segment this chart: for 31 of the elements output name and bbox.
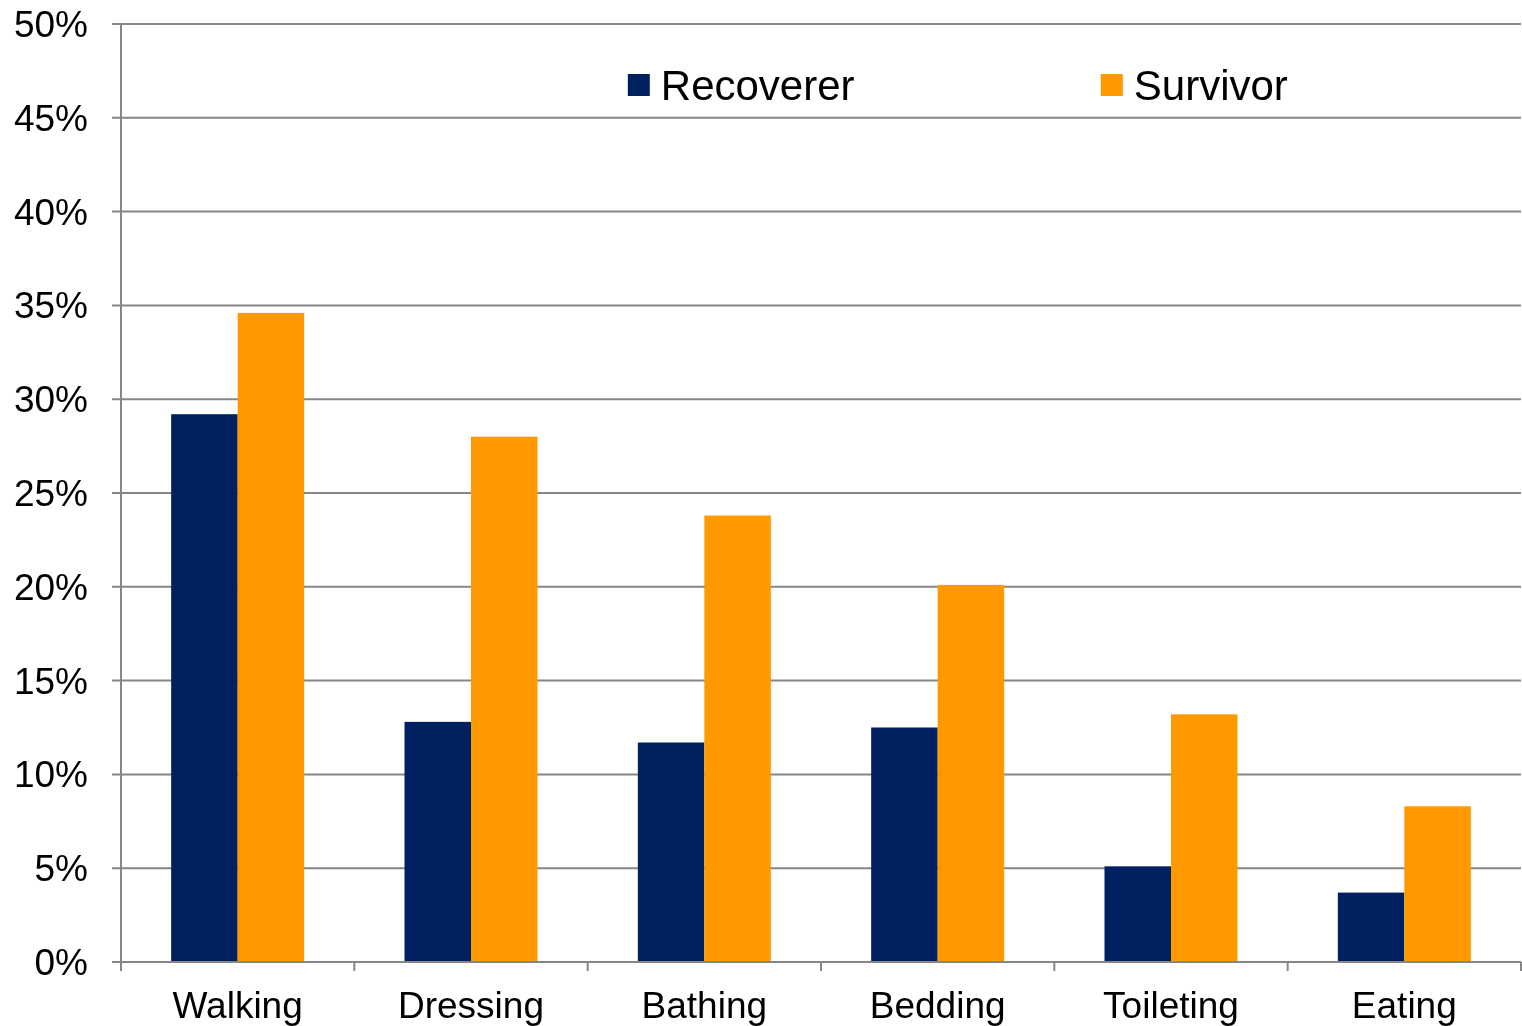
y-tick-label: 20% xyxy=(13,566,88,608)
bar xyxy=(404,721,471,962)
y-tick-label: 0% xyxy=(34,941,88,983)
bar xyxy=(471,436,538,962)
x-tick-label: Toileting xyxy=(1103,985,1239,1026)
y-tick-label: 40% xyxy=(13,191,88,233)
bar xyxy=(1404,806,1471,962)
y-tick-label: 45% xyxy=(13,97,88,139)
y-tick-label: 50% xyxy=(13,3,88,45)
bar xyxy=(1104,866,1171,962)
x-tick-label: Eating xyxy=(1351,985,1457,1026)
y-tick-label: 35% xyxy=(13,285,88,327)
x-tick-label: Dressing xyxy=(398,985,544,1026)
legend-label: Recoverer xyxy=(660,62,855,109)
bar xyxy=(937,584,1005,962)
x-tick-label: Walking xyxy=(172,985,303,1026)
x-tick-label: Bedding xyxy=(869,985,1006,1026)
x-tick-label: Bathing xyxy=(641,985,768,1026)
y-tick-label: 5% xyxy=(34,848,88,890)
y-tick-label: 30% xyxy=(13,379,88,421)
bar xyxy=(1337,892,1405,962)
bar xyxy=(237,312,305,962)
bar xyxy=(871,727,938,962)
bar xyxy=(171,414,238,962)
y-tick-label: 10% xyxy=(13,754,88,796)
bar xyxy=(637,742,705,962)
bar xyxy=(704,515,771,962)
bar xyxy=(1171,714,1238,962)
y-tick-label: 25% xyxy=(13,472,88,514)
y-tick-label: 15% xyxy=(13,660,88,702)
legend-label: Survivor xyxy=(1133,62,1288,109)
